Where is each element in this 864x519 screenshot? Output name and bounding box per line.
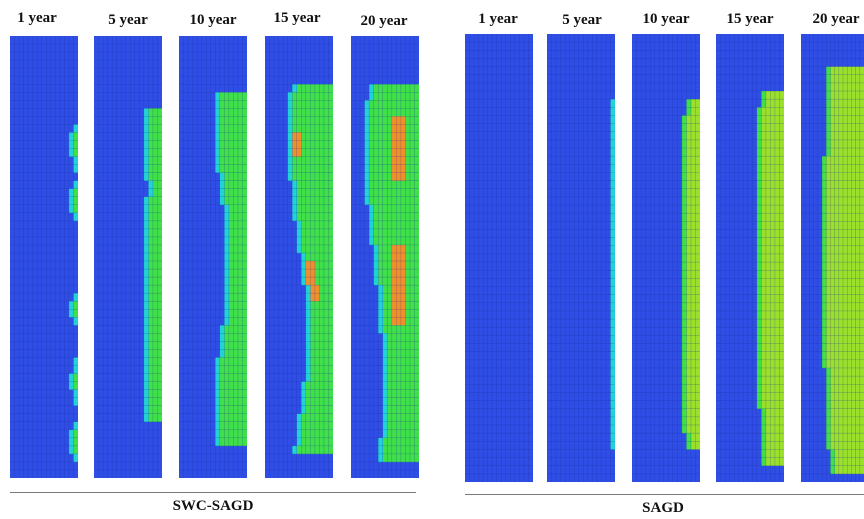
sagd-panel-1-year (465, 34, 533, 482)
swc-sagd-panel-15-year (265, 36, 333, 478)
simulation-grid (716, 34, 784, 482)
swc-sagd-panel-20-year (351, 36, 419, 478)
simulation-grid (351, 36, 419, 478)
panel-label: 1 year (17, 10, 57, 26)
sagd-panel-20-year (801, 34, 864, 482)
panel-label: 10 year (189, 12, 237, 28)
sagd-panel-5-year (547, 34, 615, 482)
simulation-grid (94, 36, 162, 478)
sagd-panel-10-year (632, 34, 700, 482)
panel-label: 5 year (562, 12, 602, 28)
simulation-grid (547, 34, 615, 482)
swc-sagd-panel-5-year (94, 36, 162, 478)
panel-label: 15 year (726, 11, 774, 27)
panel-label: 20 year (812, 11, 860, 27)
simulation-grid (801, 34, 864, 482)
panel-label: 5 year (108, 12, 148, 28)
simulation-grid (632, 34, 700, 482)
simulation-grid (10, 36, 78, 478)
panel-label: 10 year (642, 11, 690, 27)
sagd-panel-15-year (716, 34, 784, 482)
simulation-grid (465, 34, 533, 482)
simulation-grid (265, 36, 333, 478)
group-divider-line (10, 492, 416, 493)
simulation-grid (179, 36, 247, 478)
group-caption: SAGD (642, 500, 684, 516)
swc-sagd-panel-1-year (10, 36, 78, 478)
swc-sagd-panel-10-year (179, 36, 247, 478)
panel-label: 1 year (478, 11, 518, 27)
panel-label: 15 year (273, 10, 321, 26)
group-caption: SWC-SAGD (172, 498, 254, 514)
group-divider-line (465, 494, 864, 495)
panel-label: 20 year (360, 13, 408, 29)
